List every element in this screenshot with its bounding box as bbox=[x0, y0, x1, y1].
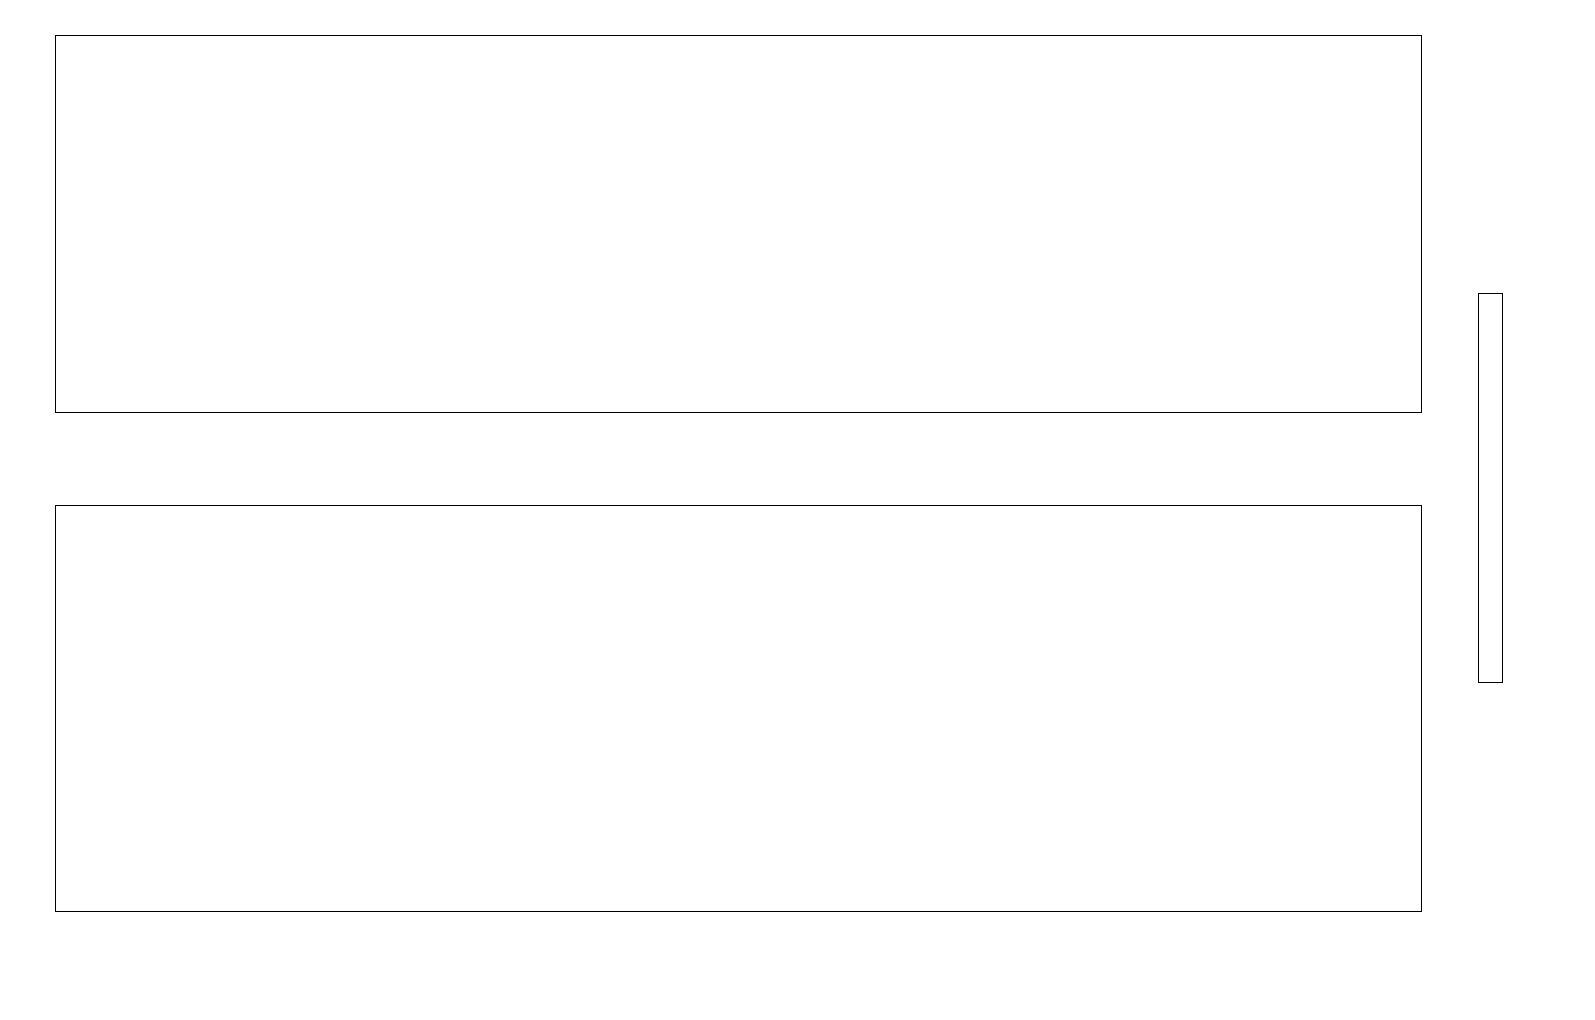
screened-heatmap-plot bbox=[55, 505, 1422, 912]
raw-heatmap-canvas bbox=[56, 36, 1421, 412]
colorbar-canvas bbox=[1479, 294, 1502, 682]
raw-heatmap-plot bbox=[55, 35, 1422, 413]
screened-heatmap-canvas bbox=[56, 506, 1421, 911]
colorbar bbox=[1478, 293, 1503, 683]
